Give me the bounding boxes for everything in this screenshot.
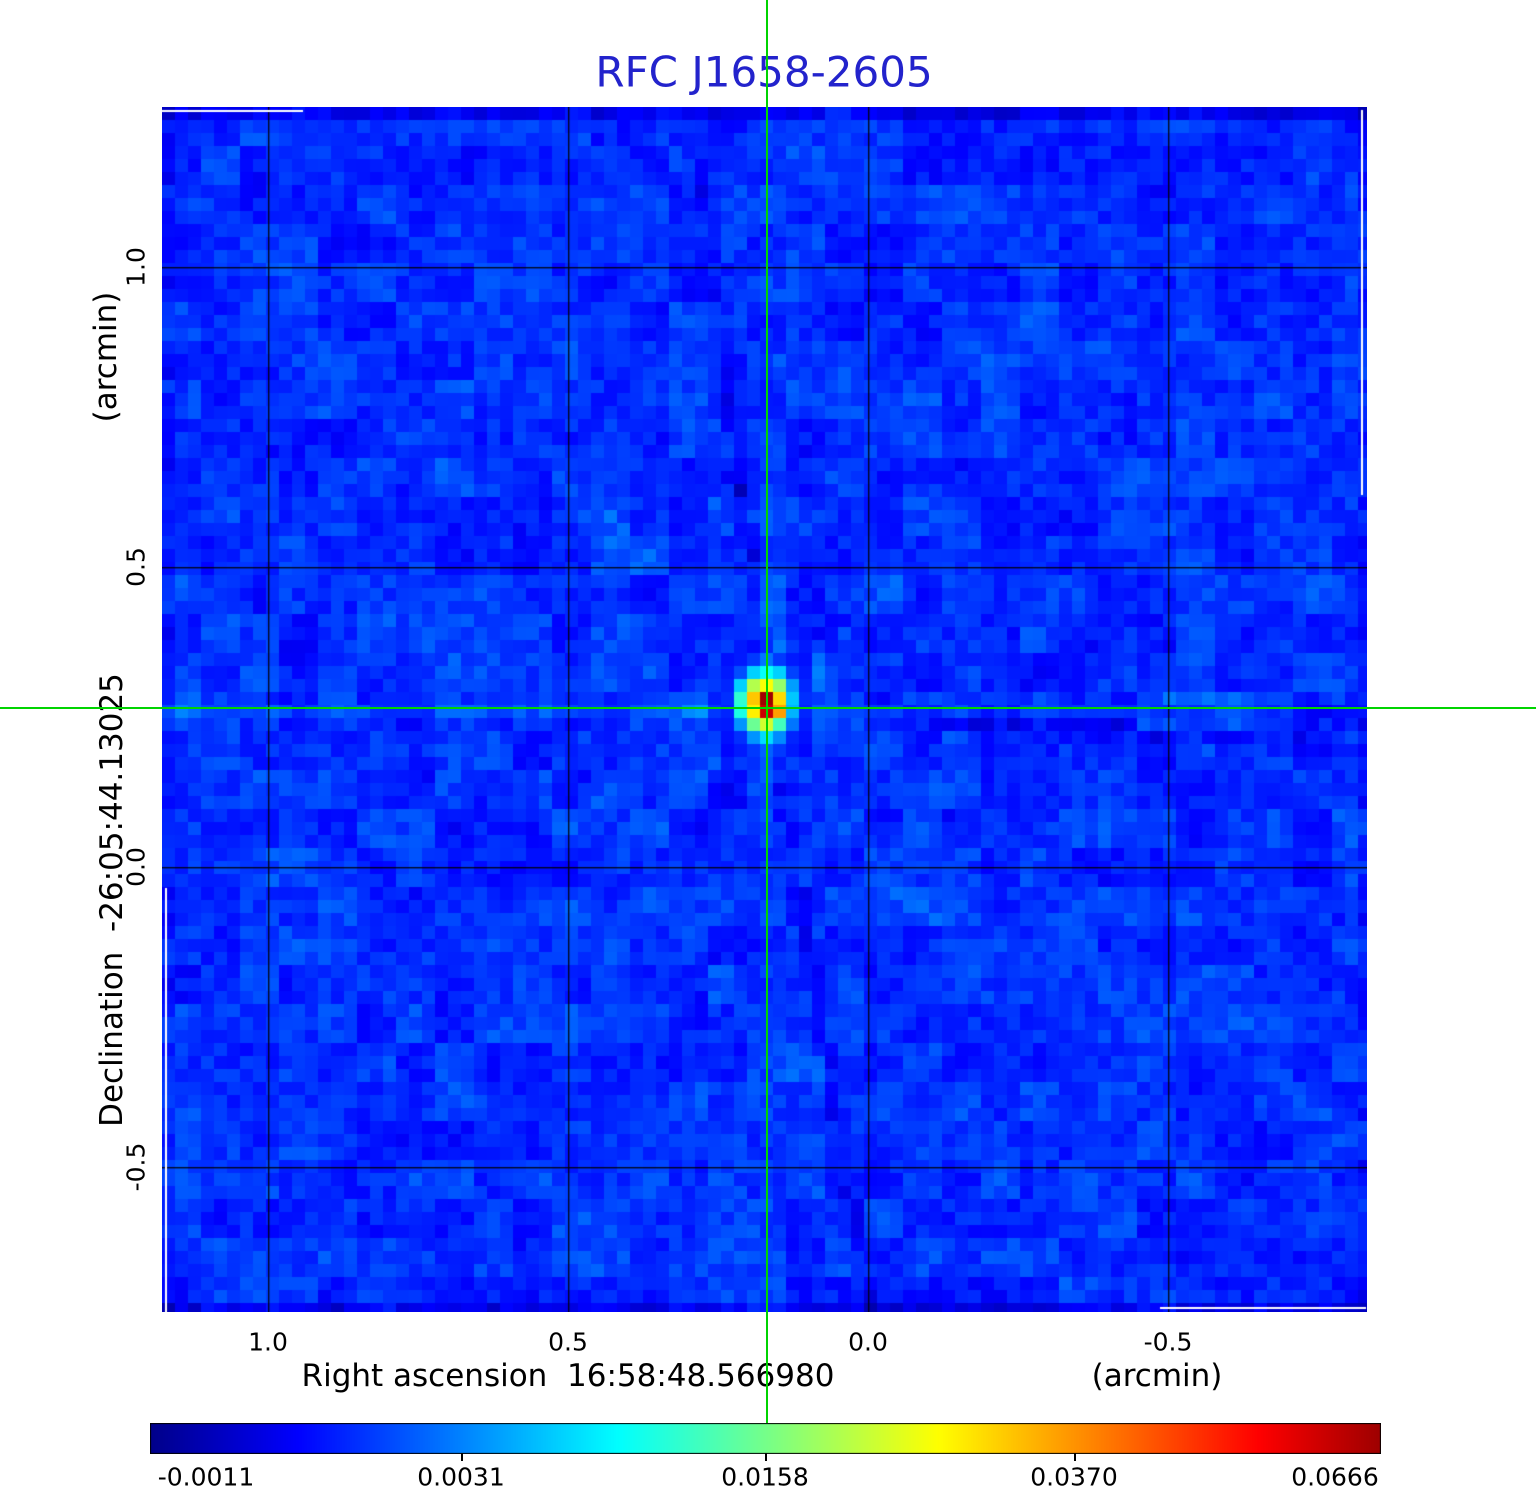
colorbar-tick-mark [1074,1453,1076,1461]
crosshair-vertical-line [766,0,768,1423]
sky-map-canvas [162,107,1367,1312]
colorbar-canvas [150,1423,1381,1454]
chart-title: RFC J1658-2605 [595,47,933,97]
colorbar-label-2: 0.0158 [721,1462,809,1492]
x-tick-1: 0.5 [548,1327,588,1357]
x-tick-0: 1.0 [248,1327,288,1357]
colorbar-label-0: -0.0011 [157,1462,255,1492]
colorbar-label-1: 0.0031 [417,1462,505,1492]
y-axis-label: Declination -26:05:44.13025 [94,673,130,1127]
colorbar-tick-mark [765,1453,767,1461]
colorbar-label-4: 0.0666 [1291,1462,1379,1492]
x-tick-3: -0.5 [1143,1327,1193,1357]
y-tick-0: 1.0 [121,247,151,287]
y-tick-1: 0.5 [121,547,151,587]
x-axis-label: Right ascension 16:58:48.566980 [301,1358,835,1394]
crosshair-horizontal-line [0,707,1536,709]
x-tick-2: 0.0 [848,1327,888,1357]
x-axis-unit-label: (arcmin) [1091,1358,1223,1394]
colorbar-tick-mark [461,1453,463,1461]
y-tick-3: -0.5 [121,1142,151,1192]
y-axis-unit-label: (arcmin) [88,291,124,423]
colorbar-label-3: 0.0370 [1030,1462,1118,1492]
